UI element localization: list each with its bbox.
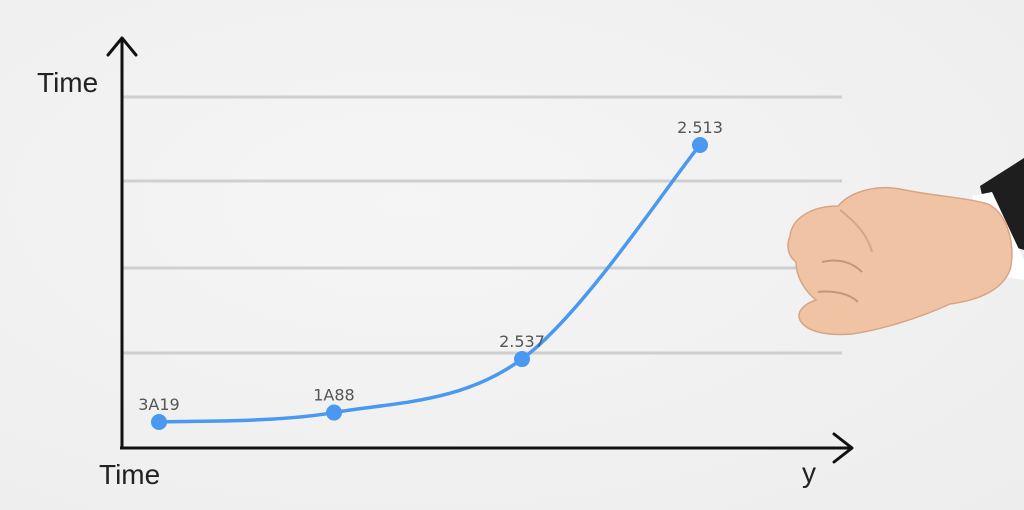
gridlines [122, 95, 842, 355]
series-markers [151, 137, 708, 430]
pointing-hand-illustration [787, 158, 1024, 336]
finger-crease [817, 290, 859, 303]
data-point-label: 3A19 [138, 395, 179, 414]
data-point-label: 2.513 [677, 118, 723, 137]
axes [106, 36, 854, 464]
y-axis-arrowhead [106, 36, 138, 57]
data-point-marker [514, 351, 530, 368]
x-axis-end-label: y [802, 457, 816, 488]
data-point-label: 1A88 [313, 386, 354, 405]
data-point-label: 2.537 [499, 332, 545, 351]
y-axis-title: Time [37, 67, 98, 98]
x-axis-arrowhead [832, 432, 854, 464]
x-axis-title: Time [99, 459, 160, 490]
series-line [157, 143, 702, 424]
thumb-crease [839, 209, 873, 253]
data-labels: 3A19 1A88 2.537 2.513 [138, 118, 723, 414]
finger-crease [821, 259, 863, 273]
data-point-marker [151, 414, 167, 430]
data-point-marker [326, 404, 342, 421]
hand [787, 187, 1013, 336]
data-point-marker [692, 137, 708, 153]
